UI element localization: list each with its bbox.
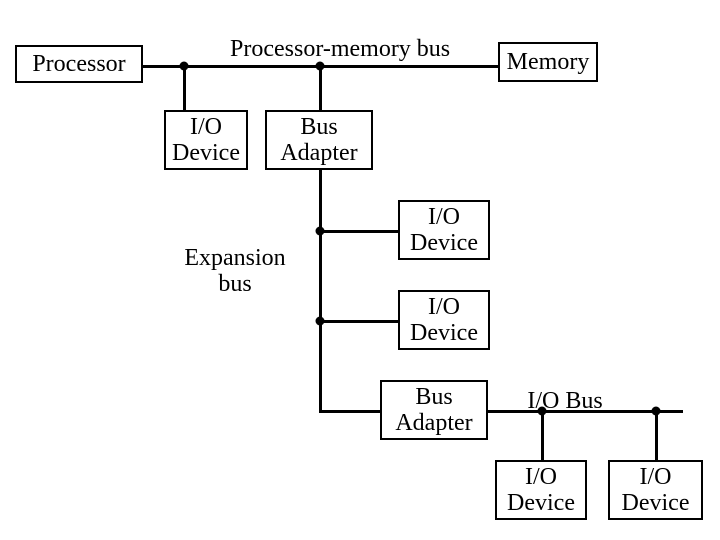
pm-bus-label: Processor-memory bus (230, 36, 510, 62)
bus-adapter1-drop (319, 65, 322, 110)
exp-bus-adapter2-line (319, 410, 380, 413)
expansion-bus-text: Expansionbus (184, 245, 285, 297)
io-bot1-label: I/ODevice (507, 464, 575, 517)
processor-box: Processor (15, 45, 143, 83)
io-bot2-label: I/ODevice (622, 464, 690, 517)
processor-label: Processor (32, 51, 125, 77)
io-top-label: I/ODevice (172, 114, 240, 167)
io-mid2-label: I/ODevice (410, 294, 478, 347)
bus-adapter1-box: BusAdapter (265, 110, 373, 170)
exp-bus-mid1-line (319, 230, 398, 233)
expansion-bus-label: Expansionbus (170, 245, 300, 298)
io-bot1-box: I/ODevice (495, 460, 587, 520)
io-mid2-box: I/ODevice (398, 290, 490, 350)
io-mid1-label: I/ODevice (410, 204, 478, 257)
dot-adapter1 (316, 62, 325, 71)
io-top-drop (183, 65, 186, 110)
dot-io-top (180, 62, 189, 71)
io-mid1-box: I/ODevice (398, 200, 490, 260)
memory-box: Memory (498, 42, 598, 82)
dot-mid1 (316, 227, 325, 236)
io-bot2-box: I/ODevice (608, 460, 703, 520)
io-bot2-drop (655, 410, 658, 460)
bus-adapter2-label: BusAdapter (395, 384, 472, 437)
dot-io-bot2 (652, 407, 661, 416)
io-top-box: I/ODevice (164, 110, 248, 170)
pm-bus-text: Processor-memory bus (230, 36, 450, 62)
io-bus-text: I/O Bus (527, 388, 602, 414)
bus-adapter2-box: BusAdapter (380, 380, 488, 440)
io-bot1-drop (541, 410, 544, 460)
bus-adapter1-label: BusAdapter (280, 114, 357, 167)
exp-bus-mid2-line (319, 320, 398, 323)
dot-mid2 (316, 317, 325, 326)
expansion-trunk (319, 170, 322, 413)
memory-label: Memory (507, 49, 590, 75)
io-bus-label: I/O Bus (510, 388, 620, 414)
